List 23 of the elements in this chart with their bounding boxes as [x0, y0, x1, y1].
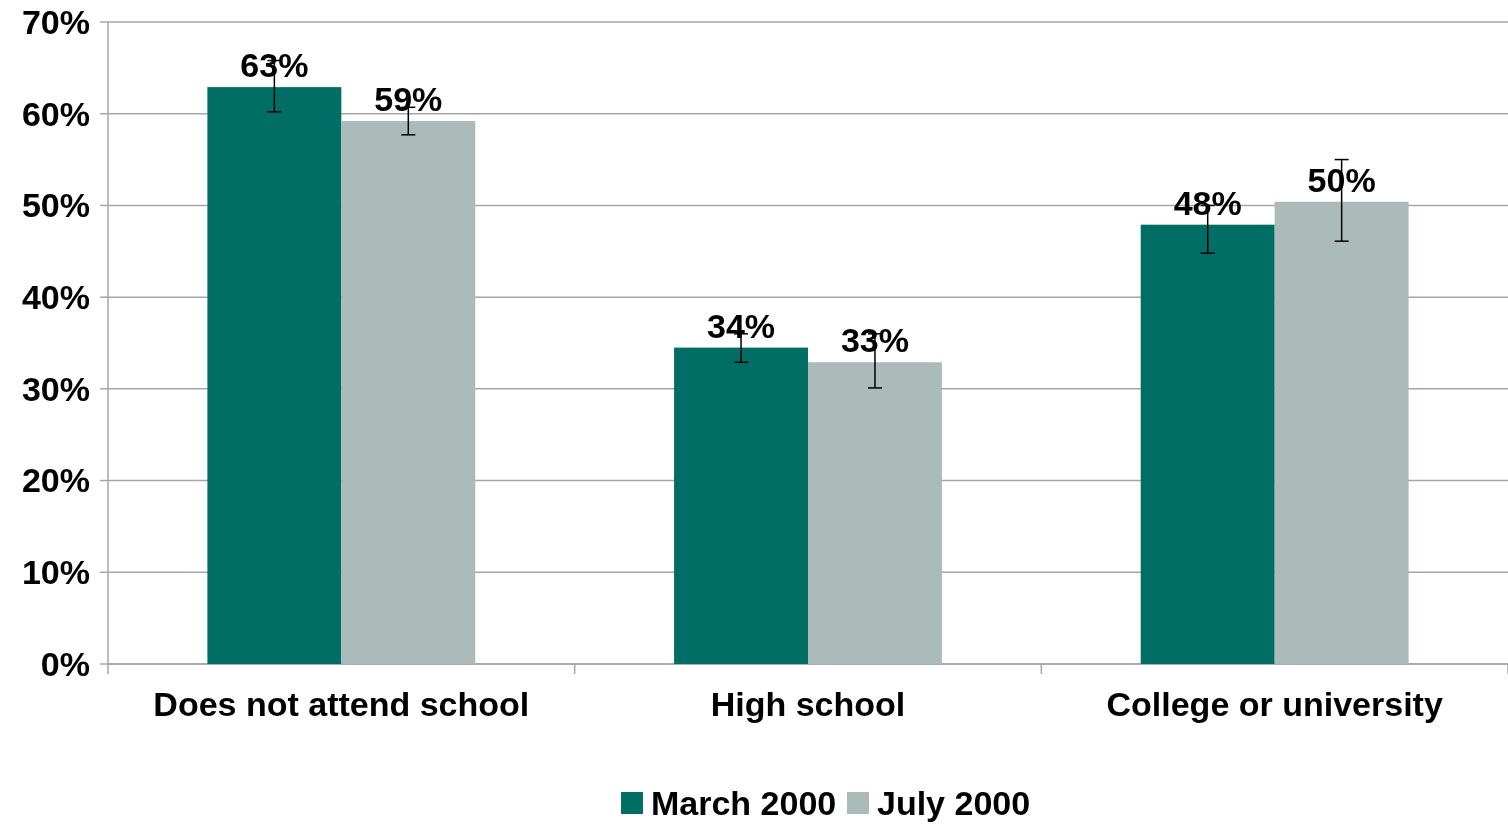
y-tick-label: 0%: [40, 644, 90, 683]
data-label: 63%: [240, 46, 309, 85]
data-label: 59%: [374, 80, 443, 119]
y-tick-label: 30%: [21, 369, 90, 408]
y-tick-label: 70%: [21, 2, 90, 41]
bar: [808, 362, 942, 664]
y-tick-label: 10%: [21, 553, 90, 592]
x-tick-label: High school: [710, 685, 906, 723]
y-tick-label: 20%: [21, 461, 90, 500]
x-tick-label: Does not attend school: [153, 685, 530, 723]
bar: [341, 121, 476, 664]
legend-label: July 2000: [877, 783, 1031, 822]
bar: [207, 87, 342, 664]
bar: [1140, 224, 1275, 664]
bar: [674, 347, 808, 664]
legend-label: March 2000: [651, 783, 837, 822]
y-tick-label: 40%: [21, 278, 90, 317]
y-tick-label: 50%: [21, 186, 90, 225]
data-label: 48%: [1173, 183, 1242, 222]
x-tick-label: College or university: [1106, 685, 1443, 723]
data-label: 34%: [707, 306, 776, 345]
bar: [1274, 201, 1409, 664]
y-tick-label: 60%: [21, 94, 90, 133]
